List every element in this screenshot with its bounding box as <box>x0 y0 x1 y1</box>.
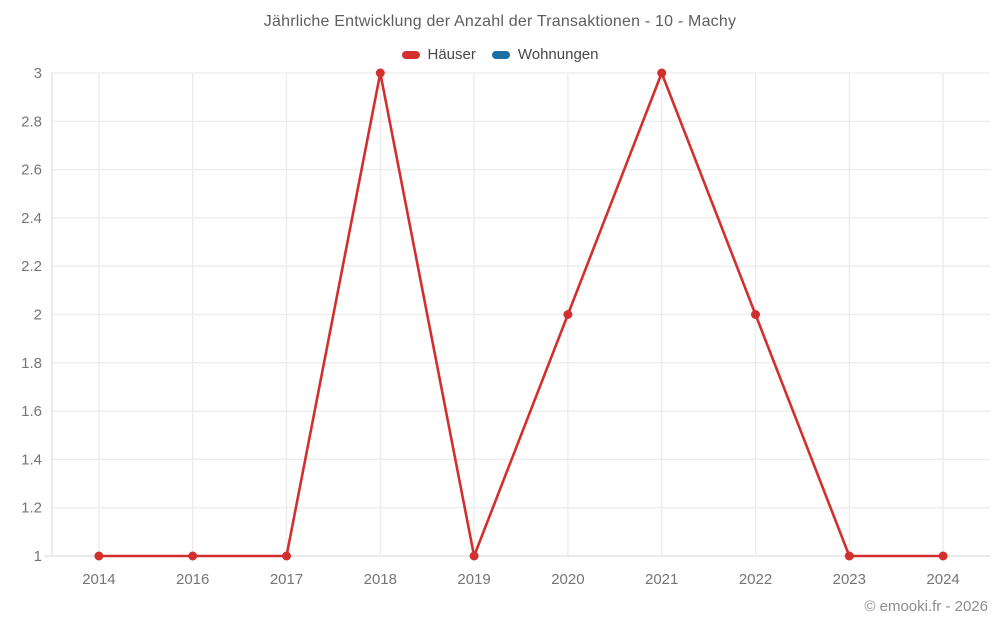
x-axis-tick-label: 2016 <box>176 571 209 588</box>
data-point[interactable] <box>751 310 760 319</box>
chart-title: Jährliche Entwicklung der Anzahl der Tra… <box>263 13 737 30</box>
data-point[interactable] <box>188 551 198 561</box>
y-axis-tick-label: 1 <box>34 548 42 565</box>
y-axis-tick-label: 2.4 <box>21 210 42 227</box>
y-axis-tick-label: 3 <box>34 65 42 82</box>
legend-swatch-icon <box>491 50 510 59</box>
y-axis-tick-label: 2.2 <box>21 258 42 275</box>
legend-item[interactable]: Häuser <box>401 46 476 63</box>
copyright-footer: © emooki.fr - 2026 <box>864 598 988 615</box>
x-axis-tick-label: 2018 <box>364 571 397 588</box>
data-point[interactable] <box>657 68 667 78</box>
x-axis-tick-label: 2020 <box>551 571 584 588</box>
series-line-häuser <box>97 71 945 558</box>
x-axis-tick-label: 2021 <box>645 571 678 588</box>
x-axis-tick-label: 2023 <box>833 571 866 588</box>
data-point[interactable] <box>844 551 854 561</box>
x-axis-tick-label: 2014 <box>82 571 115 588</box>
y-axis-tick-label: 2.8 <box>21 113 42 130</box>
data-point[interactable] <box>375 68 385 78</box>
legend-label: Häuser <box>427 46 476 63</box>
y-axis-tick-label: 1.6 <box>21 403 42 420</box>
legend-label: Wohnungen <box>517 46 599 63</box>
y-axis-tick-label: 1.8 <box>21 355 42 372</box>
x-axis-tick-label: 2017 <box>270 571 303 588</box>
y-axis-tick-label: 2.6 <box>21 162 42 179</box>
y-axis-tick-label: 2 <box>34 307 42 324</box>
x-axis-tick-label: 2024 <box>926 571 959 588</box>
y-axis-tick-label: 1.2 <box>21 500 42 517</box>
data-point[interactable] <box>938 551 948 561</box>
data-point[interactable] <box>282 551 291 561</box>
data-point[interactable] <box>469 551 479 561</box>
x-axis-tick-label: 2019 <box>457 571 490 588</box>
data-point[interactable] <box>563 310 573 319</box>
legend: Häuser Wohnungen <box>0 46 1000 63</box>
legend-item[interactable]: Wohnungen <box>491 46 599 63</box>
y-axis-tick-label: 1.4 <box>21 451 42 468</box>
data-point[interactable] <box>94 551 104 561</box>
x-axis-tick-label: 2022 <box>739 571 772 588</box>
legend-swatch-icon <box>401 50 420 59</box>
